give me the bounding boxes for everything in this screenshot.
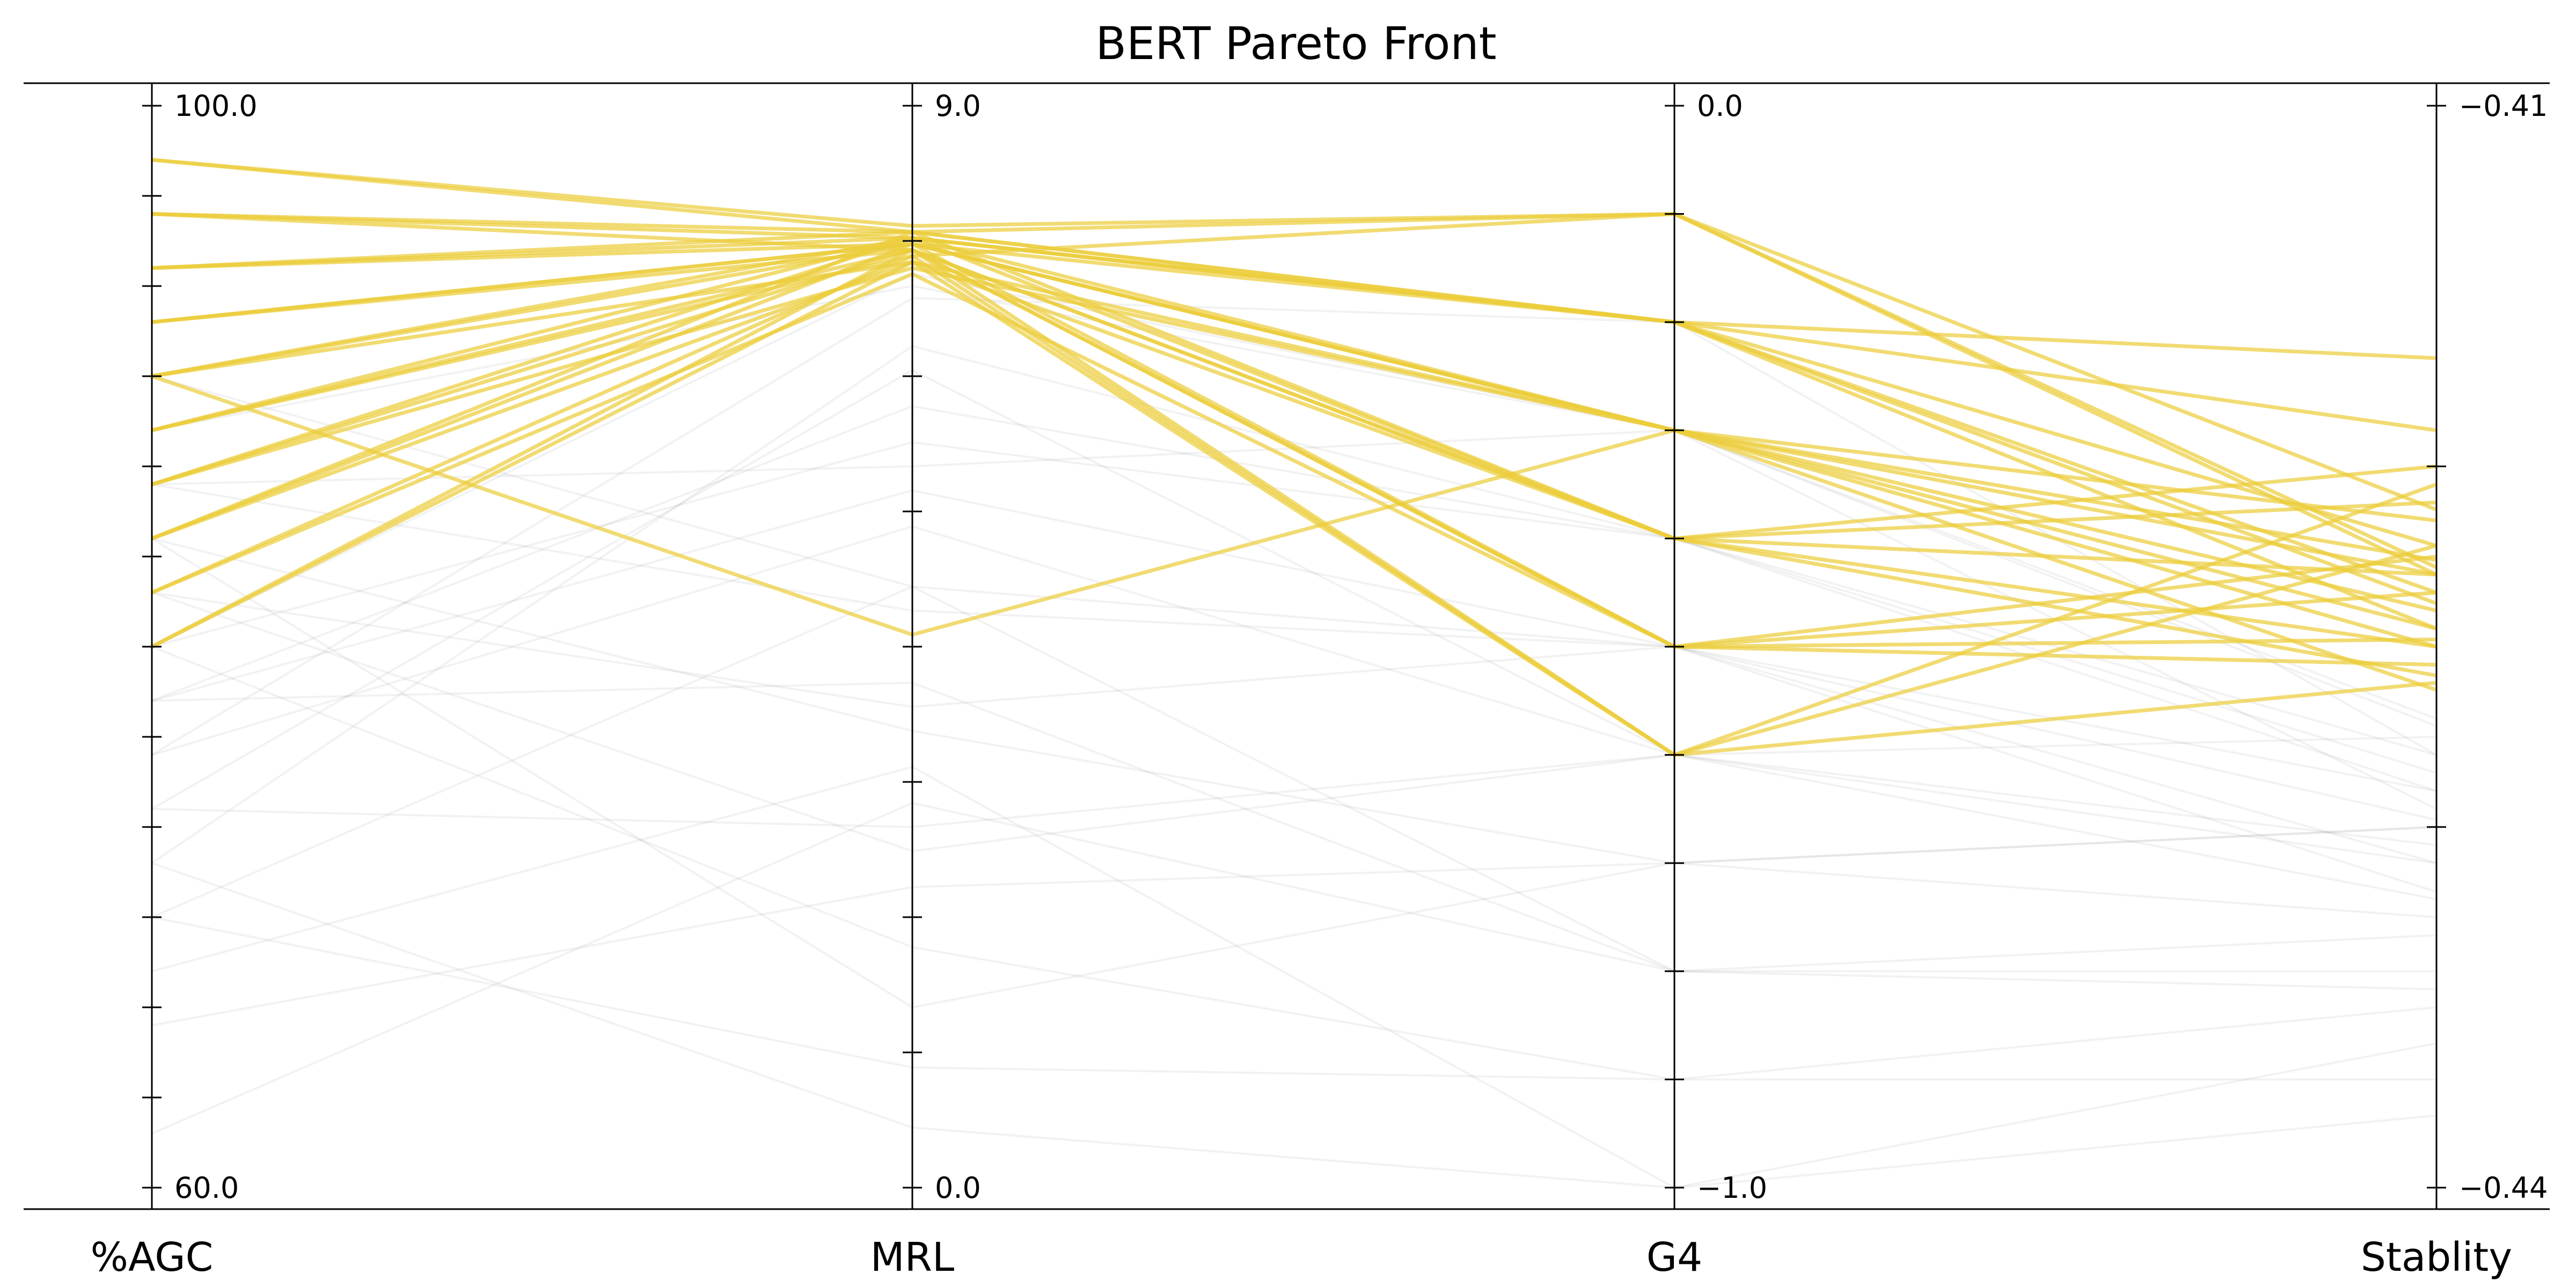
axis-1: 9.0 0.0 MRL xyxy=(870,83,981,1280)
pareto-line-26 xyxy=(151,158,2438,605)
solution-line-12 xyxy=(151,375,2437,865)
axis-0-name: %AGC xyxy=(91,1234,214,1280)
pareto-line-21 xyxy=(151,230,2437,540)
solution-line-3 xyxy=(151,826,2437,1027)
axis-2-min-label: −1.0 xyxy=(1697,1171,1767,1205)
axis-1-max-label: 9.0 xyxy=(935,89,981,123)
pareto-line-19 xyxy=(151,212,2438,576)
solution-line-14 xyxy=(151,369,2437,810)
axis-0: 100.0 60.0 %AGC xyxy=(91,83,258,1280)
axis-3-max-label: −0.41 xyxy=(2459,89,2548,123)
solution-line-18 xyxy=(151,591,2437,852)
pareto-line-18 xyxy=(151,272,2437,649)
pareto-front-lines xyxy=(151,158,2438,757)
solution-line-21 xyxy=(151,862,2437,1189)
pareto-line-12 xyxy=(151,236,2437,678)
solution-line-9 xyxy=(151,765,2437,1189)
pareto-line-25 xyxy=(151,212,2437,540)
pareto-line-27 xyxy=(151,260,2437,562)
axis-2: 0.0 −1.0 G4 xyxy=(1646,83,1767,1280)
solution-line-24 xyxy=(151,273,2437,727)
axis-2-name: G4 xyxy=(1646,1234,1702,1280)
pareto-line-16 xyxy=(151,242,2437,433)
axes: 100.060.0%AGC9.00.0MRL0.0−1.0G4−0.41−0.4… xyxy=(91,83,2548,1280)
axis-2-max-label: 0.0 xyxy=(1697,89,1743,123)
solution-line-15 xyxy=(151,916,2436,1081)
solution-line-13 xyxy=(151,682,2437,991)
pareto-line-17 xyxy=(151,374,2437,637)
solution-line-2 xyxy=(151,585,2437,972)
solution-line-22 xyxy=(151,489,2437,821)
solution-line-16 xyxy=(151,802,2436,1135)
pareto-line-20 xyxy=(151,266,2437,649)
axis-0-max-label: 100.0 xyxy=(174,89,258,123)
solution-line-0 xyxy=(151,405,2437,756)
pareto-line-7 xyxy=(151,241,2437,667)
pareto-line-14 xyxy=(151,260,2437,577)
axis-3-min-label: −0.44 xyxy=(2459,1171,2548,1205)
axis-1-min-label: 0.0 xyxy=(935,1171,981,1205)
pareto-line-2 xyxy=(151,212,2438,511)
pareto-line-15 xyxy=(151,236,2438,631)
solution-line-10 xyxy=(151,537,2437,1009)
axis-3-name: Stablity xyxy=(2361,1234,2512,1280)
solution-line-7 xyxy=(151,525,2437,901)
axis-1-name: MRL xyxy=(870,1234,955,1280)
axis-0-min-label: 60.0 xyxy=(174,1171,239,1205)
chart-title: BERT Pareto Front xyxy=(1095,17,1496,70)
solution-line-20 xyxy=(151,297,2437,756)
pareto-line-1 xyxy=(151,212,2438,595)
pareto-line-22 xyxy=(151,247,2437,649)
solution-line-23 xyxy=(151,537,2437,918)
pareto-line-24 xyxy=(151,242,2438,692)
pareto-line-0 xyxy=(151,158,2438,569)
pareto-line-8 xyxy=(151,254,2437,757)
solution-line-6 xyxy=(151,646,2437,1081)
pareto-line-23 xyxy=(151,248,2437,757)
solution-line-17 xyxy=(151,441,2437,792)
pareto-line-3 xyxy=(151,242,2437,631)
axis-3: −0.41 −0.44 Stablity xyxy=(2361,83,2548,1280)
solution-line-19 xyxy=(151,483,2437,893)
solution-line-1 xyxy=(151,753,2437,865)
